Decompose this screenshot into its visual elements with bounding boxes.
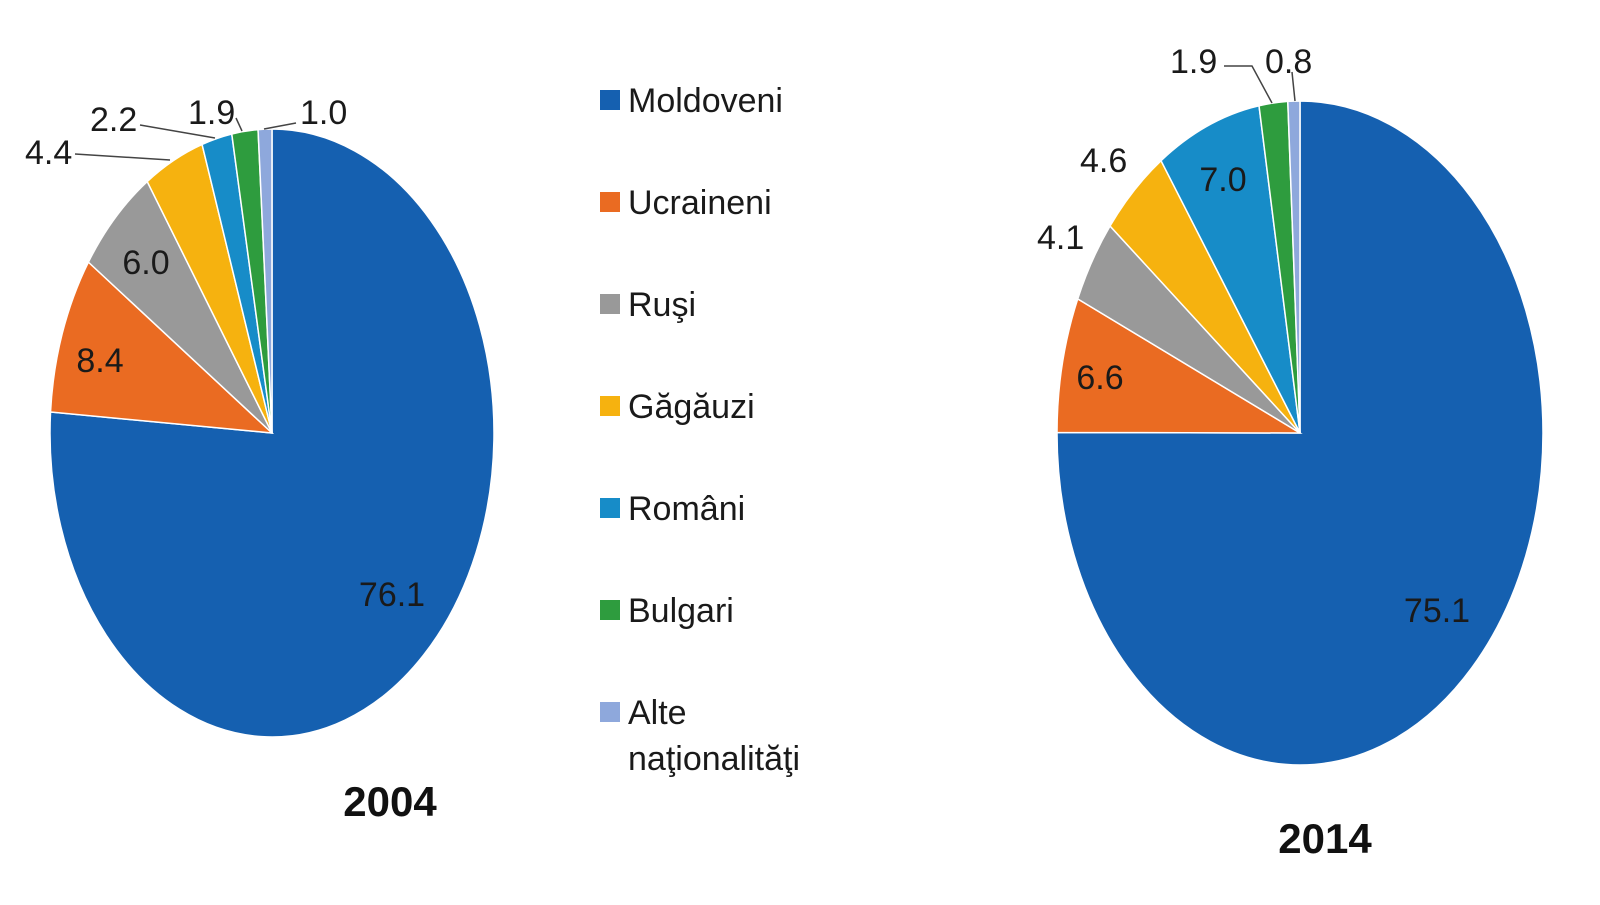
leader-line [139,124,216,139]
legend-swatch [600,396,620,416]
legend-label: Moldoveni [628,82,783,120]
data-label: 4.6 [1080,142,1127,180]
data-label: 76.1 [359,576,425,614]
pie-slice-5 [1160,104,1301,434]
legend-label: Ruşi [628,286,697,324]
pie-title: 2004 [343,778,437,825]
pie-chart-2004: 76.1 8.4 6.0 4.4 2.2 1.9 1.0 2004 [25,94,495,825]
data-label: 8.4 [76,342,123,380]
data-label: 7.0 [1199,161,1246,199]
legend-label: Români [628,490,746,528]
legend-swatch [600,90,620,110]
leader-line [74,153,171,161]
legend-label: Bulgari [628,592,734,630]
data-label: 6.6 [1076,359,1123,397]
legend-label: Alte naţionalităţi [628,694,801,778]
data-label: 75.1 [1404,592,1470,630]
data-label: 2.2 [90,101,137,139]
legend-item-ucraineni: Ucraineni [600,180,828,226]
data-label: 0.8 [1265,43,1312,81]
legend-item-moldoveni: Moldoveni [600,78,828,124]
leader-line [1291,71,1296,102]
pie-slice-7 [1287,100,1301,434]
legend-swatch [600,294,620,314]
legend-item-gagauzi: Găgăuzi [600,384,828,430]
legend-swatch [600,498,620,518]
legend-item-bulgari: Bulgari [600,588,828,634]
data-label: 1.0 [300,94,347,132]
data-label: 4.1 [1037,219,1084,257]
leader-line [1224,65,1273,104]
legend-label: Găgăuzi [628,388,755,426]
leader-line [235,117,243,132]
pie-slice-2 [1056,297,1303,434]
data-label: 1.9 [188,94,235,132]
pie-slice-2 [49,260,275,434]
leader-line [263,122,297,130]
data-label: 1.9 [1170,43,1217,81]
legend-swatch [600,702,620,722]
pie-title: 2014 [1278,815,1372,862]
legend-item-alte-nationalitati: Alte naţionalităţi [600,690,828,782]
legend-swatch [600,600,620,620]
data-label: 6.0 [122,244,169,282]
legend-label: Ucraineni [628,184,772,222]
legend-item-romani: Români [600,486,828,532]
pie-chart-2014: 75.1 6.6 4.1 4.6 7.0 1.9 0.8 2014 [1037,43,1544,862]
legend-swatch [600,192,620,212]
data-label: 4.4 [25,134,72,172]
legend-item-rusi: Ruşi [600,282,828,328]
pie-slice-1 [1056,100,1544,766]
